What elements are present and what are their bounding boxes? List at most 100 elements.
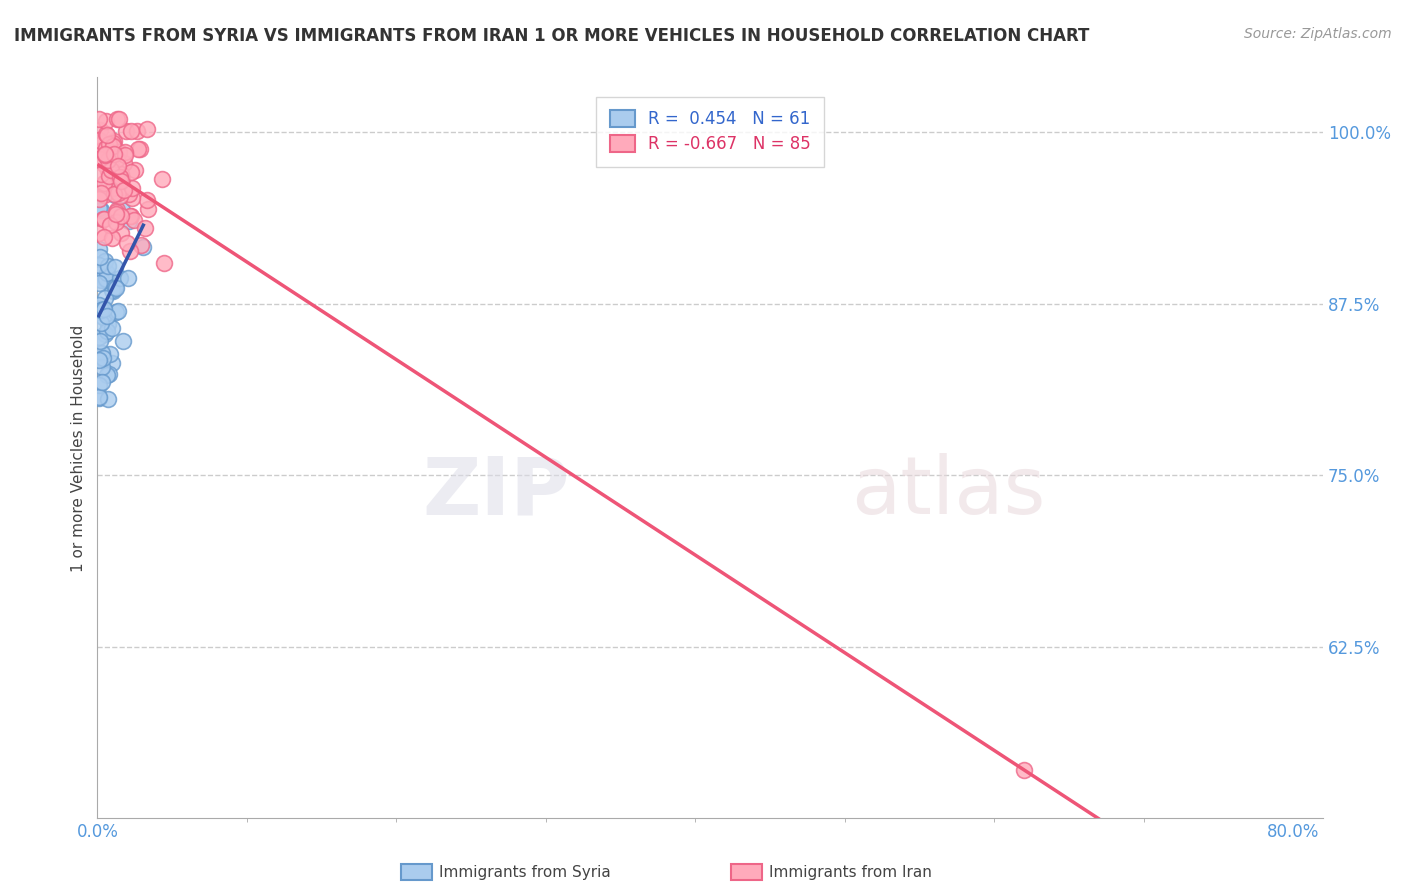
Point bbox=[97, 317, 120, 331]
Point bbox=[138, 202, 160, 216]
Point bbox=[107, 159, 129, 173]
Point bbox=[115, 235, 138, 250]
Point bbox=[93, 187, 115, 202]
Point bbox=[94, 178, 117, 193]
Point bbox=[121, 191, 143, 205]
Point bbox=[91, 376, 114, 390]
Point bbox=[89, 251, 111, 265]
Point bbox=[93, 229, 115, 244]
Point bbox=[94, 141, 117, 155]
Point bbox=[89, 392, 111, 406]
Point bbox=[114, 124, 136, 138]
FancyBboxPatch shape bbox=[731, 864, 762, 880]
Point bbox=[93, 301, 115, 316]
Point bbox=[96, 127, 118, 141]
Point bbox=[96, 309, 118, 323]
Point bbox=[101, 356, 124, 370]
Point bbox=[93, 157, 115, 171]
Point bbox=[93, 212, 115, 227]
Point bbox=[87, 112, 110, 126]
Legend: R =  0.454   N = 61, R = -0.667   N = 85: R = 0.454 N = 61, R = -0.667 N = 85 bbox=[596, 97, 824, 167]
Point bbox=[120, 244, 142, 258]
Point bbox=[97, 136, 120, 151]
Point bbox=[96, 368, 118, 382]
Point bbox=[94, 291, 117, 305]
Point bbox=[91, 136, 114, 151]
Point bbox=[100, 162, 122, 177]
Point bbox=[101, 321, 124, 335]
Point bbox=[103, 144, 125, 158]
Point bbox=[101, 181, 124, 195]
Point bbox=[91, 301, 114, 315]
Point bbox=[87, 243, 110, 257]
Point bbox=[90, 143, 112, 157]
Point bbox=[93, 310, 115, 325]
Point bbox=[90, 303, 112, 318]
Point bbox=[112, 156, 135, 170]
Point bbox=[93, 178, 115, 192]
Point bbox=[105, 153, 128, 167]
Point bbox=[112, 183, 135, 197]
Point bbox=[89, 351, 111, 366]
Point bbox=[104, 305, 127, 319]
Point bbox=[94, 114, 117, 128]
Point bbox=[121, 180, 143, 194]
Point bbox=[104, 188, 127, 202]
Point bbox=[136, 193, 159, 207]
Point bbox=[118, 214, 141, 228]
Point bbox=[108, 270, 131, 285]
Point bbox=[110, 226, 132, 240]
Point bbox=[89, 123, 111, 137]
Text: ZIP: ZIP bbox=[422, 453, 569, 532]
Point bbox=[97, 392, 120, 407]
Point bbox=[120, 165, 142, 179]
Point bbox=[89, 304, 111, 318]
Point bbox=[104, 281, 127, 295]
Point bbox=[97, 163, 120, 178]
Point bbox=[96, 324, 118, 338]
Point bbox=[114, 145, 136, 160]
Point bbox=[104, 205, 127, 219]
Point bbox=[87, 330, 110, 344]
Point bbox=[94, 147, 117, 161]
Point bbox=[150, 172, 173, 186]
Point bbox=[107, 186, 129, 200]
Point bbox=[105, 202, 128, 217]
Point bbox=[101, 284, 124, 298]
Point bbox=[91, 351, 114, 365]
Point bbox=[87, 277, 110, 291]
Point bbox=[108, 145, 131, 159]
Point bbox=[98, 169, 121, 184]
Point bbox=[93, 326, 115, 341]
Text: Immigrants from Syria: Immigrants from Syria bbox=[439, 865, 610, 880]
Point bbox=[117, 186, 139, 201]
Point bbox=[103, 136, 125, 150]
Text: atlas: atlas bbox=[851, 453, 1046, 532]
Point bbox=[1012, 764, 1035, 778]
Point bbox=[101, 138, 124, 153]
Point bbox=[124, 163, 146, 178]
Point bbox=[110, 167, 132, 181]
Text: Immigrants from Iran: Immigrants from Iran bbox=[769, 865, 932, 880]
Point bbox=[87, 267, 110, 281]
Point bbox=[96, 128, 118, 142]
Point bbox=[98, 218, 121, 232]
Point bbox=[104, 260, 127, 274]
Point bbox=[87, 133, 110, 147]
Point bbox=[93, 176, 115, 190]
Point bbox=[101, 284, 124, 298]
Point bbox=[122, 213, 145, 227]
Point bbox=[90, 359, 112, 374]
Point bbox=[132, 240, 155, 254]
Point bbox=[107, 112, 129, 126]
Point bbox=[90, 203, 112, 218]
Point bbox=[87, 353, 110, 368]
Point bbox=[94, 273, 117, 287]
Point bbox=[89, 192, 111, 206]
Point bbox=[103, 134, 125, 148]
Point bbox=[90, 152, 112, 166]
Point bbox=[136, 122, 159, 136]
Point bbox=[89, 201, 111, 215]
Point bbox=[100, 151, 122, 165]
Point bbox=[94, 254, 117, 268]
